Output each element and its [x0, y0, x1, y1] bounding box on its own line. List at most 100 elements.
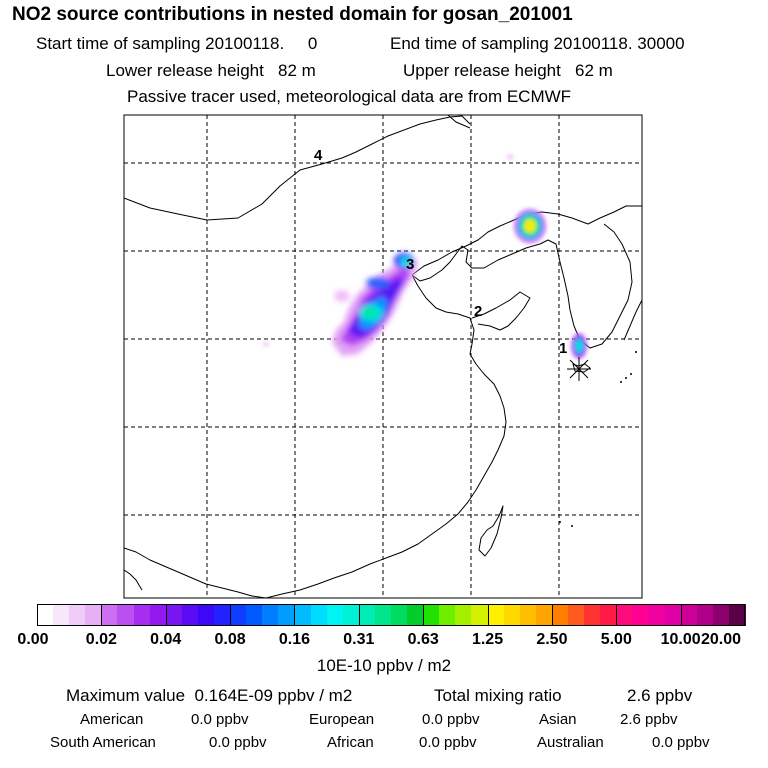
shandong-peninsula — [471, 291, 531, 331]
station-label-1: 1 — [559, 340, 567, 357]
colorbar-cell — [632, 604, 650, 626]
colorbar-cell — [101, 604, 119, 626]
colorbar-cell — [471, 604, 489, 626]
plume-central — [332, 253, 418, 356]
map-frame — [123, 114, 643, 599]
colorbar-cell — [53, 604, 70, 626]
colorbar-cell — [407, 604, 424, 626]
colorbar-tick-label: 5.00 — [600, 631, 632, 648]
map-content — [124, 115, 642, 598]
colorbar-tick-label: 0.02 — [85, 631, 117, 648]
colorbar-cell — [278, 604, 296, 626]
colorbar-tick-label: 0.16 — [278, 631, 311, 648]
colorbar-cell — [214, 604, 231, 626]
colorbar-tick — [680, 604, 682, 626]
coastlines — [124, 115, 642, 598]
region-african-value: 0.0 ppbv — [419, 734, 477, 751]
colorbar-cell — [680, 604, 698, 626]
island-dot — [635, 351, 637, 353]
island-dot — [571, 525, 573, 527]
colorbar-cell — [69, 604, 86, 626]
island-dot — [620, 381, 622, 383]
plume-northeast — [507, 155, 546, 243]
colorbar-cell — [246, 604, 263, 626]
maximum-value-line: Maximum value 0.164E-09 ppbv / m2 — [66, 686, 353, 705]
colorbar-cell — [149, 604, 167, 626]
plume-korea — [263, 333, 587, 359]
region-american-name: American — [80, 711, 144, 728]
colorbar-cell — [310, 604, 328, 626]
colorbar-cell — [519, 604, 537, 626]
region-asian-name: Asian — [539, 711, 577, 728]
island-dot — [559, 521, 561, 523]
region-australian-name: Australian — [537, 734, 604, 751]
colorbar-cell — [535, 604, 553, 626]
colorbar-cell — [728, 604, 746, 626]
region-asian-value: 2.6 ppbv — [620, 711, 678, 728]
colorbar-unit-label: 10E-10 ppbv / m2 — [316, 656, 452, 675]
colorbar-cell — [584, 604, 601, 626]
receptor-asterisk-icon — [567, 357, 591, 381]
colorbar-tick — [616, 604, 618, 626]
colorbar-cell — [197, 604, 215, 626]
southern-border — [124, 547, 267, 598]
region-australian-value: 0.0 ppbv — [652, 734, 710, 751]
colorbar-tick — [358, 604, 360, 626]
colorbar-tick-label: 0.04 — [150, 631, 182, 648]
map-panel: 1 2 3 4 — [123, 114, 643, 599]
mongolia-border — [124, 115, 471, 221]
colorbar-cell — [600, 604, 617, 626]
lat-lon-grid — [124, 115, 642, 598]
northern-border — [447, 115, 471, 129]
colorbar-cell — [374, 604, 392, 626]
colorbar-tick-label: 0.63 — [407, 631, 439, 648]
small-islands — [559, 351, 637, 527]
total-mixing-label: Total mixing ratio — [434, 686, 562, 705]
jeju-island — [572, 363, 591, 373]
colorbar-cell — [37, 604, 54, 626]
colorbar-tick — [230, 604, 232, 626]
figure-title: NO2 source contributions in nested domai… — [12, 4, 573, 25]
sampling-start-line: Start time of sampling 20100118. 0 — [36, 34, 318, 53]
colorbar-cell — [391, 604, 408, 626]
colorbar-cell — [423, 604, 440, 626]
colorbar-cell — [616, 604, 633, 626]
colorbar-tick — [165, 604, 167, 626]
colorbar-cell — [117, 604, 135, 626]
colorbar-cell — [664, 604, 682, 626]
colorbar-cell — [487, 604, 505, 626]
colorbar-cell — [294, 604, 312, 626]
region-african-name: African — [327, 734, 374, 751]
station-label-4: 4 — [314, 147, 323, 164]
colorbar-cell — [503, 604, 521, 626]
sampling-end-line: End time of sampling 20100118. 30000 — [390, 34, 685, 53]
colorbar-tick-label: 0.00 — [17, 631, 49, 648]
colorbar-cell — [262, 604, 279, 626]
colorbar-cell — [455, 604, 473, 626]
colorbar-cell — [85, 604, 102, 626]
colorbar-cell — [230, 604, 247, 626]
colorbar-tick — [551, 604, 553, 626]
colorbar-cell — [181, 604, 199, 626]
station-label-3: 3 — [406, 256, 414, 273]
colorbar-tick-label: 20.00 — [700, 631, 742, 648]
colorbar-tick-label: 2.50 — [536, 631, 568, 648]
region-south-american-value: 0.0 ppbv — [209, 734, 267, 751]
colorbar-cell — [696, 604, 714, 626]
colorbar-cell — [439, 604, 456, 626]
total-mixing-value: 2.6 ppbv — [627, 686, 693, 705]
colorbar-tick — [423, 604, 425, 626]
lower-release-height: Lower release height 82 m — [106, 61, 316, 80]
colorbar-tick — [294, 604, 296, 626]
colorbar-cell — [133, 604, 151, 626]
taiwan-island — [478, 505, 504, 557]
region-european-name: European — [309, 711, 375, 728]
colorbar-tick-label: 1.25 — [471, 631, 504, 648]
colorbar-cell — [648, 604, 666, 626]
region-south-american-name: South American — [50, 734, 156, 751]
colorbar-cell — [342, 604, 360, 626]
west-border — [124, 569, 143, 591]
colorbar-tick-label: 0.31 — [343, 631, 375, 648]
china-coast — [265, 274, 507, 598]
colorbar-tick-label: 0.08 — [214, 631, 246, 648]
